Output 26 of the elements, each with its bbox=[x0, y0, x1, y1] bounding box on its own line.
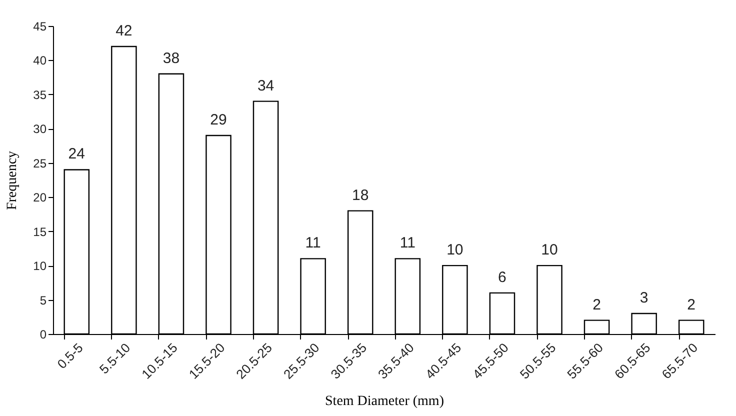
data-label: 10 bbox=[446, 242, 464, 259]
y-axis-title: Frequency bbox=[5, 150, 20, 210]
data-label: 18 bbox=[352, 186, 369, 204]
y-tick-label: 45 bbox=[33, 20, 47, 34]
y-tick-label: 10 bbox=[33, 259, 47, 274]
data-label: 3 bbox=[640, 289, 648, 306]
data-label: 29 bbox=[210, 112, 227, 129]
y-tick-label: 35 bbox=[33, 88, 47, 102]
data-label: 2 bbox=[592, 296, 601, 314]
data-label: 2 bbox=[687, 296, 696, 314]
data-label: 42 bbox=[116, 22, 132, 40]
data-label: 11 bbox=[400, 234, 416, 252]
data-label: 38 bbox=[162, 50, 180, 67]
data-label: 6 bbox=[498, 268, 506, 286]
y-tick-label: 0 bbox=[40, 328, 47, 342]
data-label: 24 bbox=[68, 146, 85, 163]
y-tick-label: 30 bbox=[33, 122, 47, 136]
x-axis-title: Stem Diameter (mm) bbox=[325, 394, 444, 409]
data-label: 11 bbox=[305, 234, 321, 252]
y-tick-label: 5 bbox=[40, 293, 47, 308]
y-tick-label: 25 bbox=[33, 156, 47, 170]
data-label: 34 bbox=[257, 77, 274, 94]
y-tick-label: 40 bbox=[33, 54, 47, 68]
y-tick-label: 20 bbox=[33, 190, 47, 205]
y-tick-label: 15 bbox=[33, 224, 47, 239]
data-label: 10 bbox=[541, 242, 558, 259]
